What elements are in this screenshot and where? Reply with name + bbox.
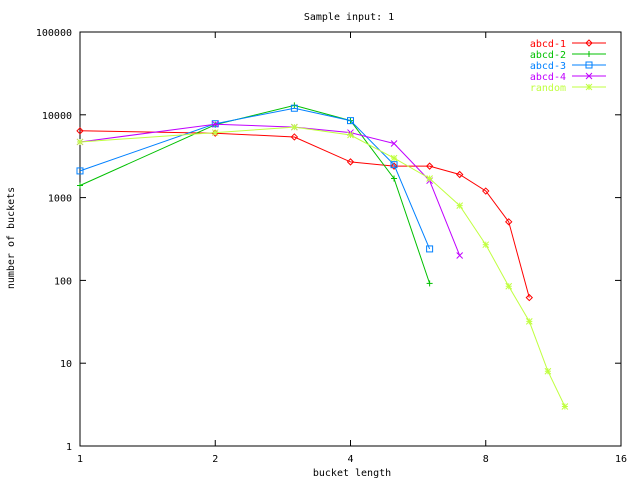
y-tick-label: 1 bbox=[66, 442, 72, 453]
data-point bbox=[390, 140, 398, 147]
legend-entry: abcd-4 bbox=[530, 72, 606, 83]
x-tick-label: 4 bbox=[347, 454, 353, 465]
data-point bbox=[586, 51, 592, 57]
series-line bbox=[79, 126, 566, 407]
data-point bbox=[505, 282, 513, 290]
data-point bbox=[456, 252, 464, 259]
data-point bbox=[455, 170, 464, 179]
y-tick-label: 10 bbox=[60, 359, 72, 370]
data-point bbox=[390, 154, 398, 162]
axis-ticks: 1 2 4 8 16 1 10 100 1000 10000 100000 bbox=[36, 28, 627, 465]
series-line bbox=[79, 107, 431, 250]
series-line bbox=[79, 104, 431, 284]
data-point bbox=[211, 129, 219, 136]
data-point bbox=[77, 182, 83, 189]
data-point bbox=[211, 120, 219, 128]
y-tick-label: 100 bbox=[54, 276, 72, 287]
data-point bbox=[391, 175, 398, 182]
data-point bbox=[482, 187, 490, 195]
plot-frame bbox=[79, 31, 622, 447]
legend-label: abcd-4 bbox=[530, 72, 566, 83]
x-tick-label: 2 bbox=[212, 454, 218, 465]
legend-label: abcd-1 bbox=[530, 39, 566, 50]
data-point bbox=[390, 161, 398, 169]
data-point bbox=[76, 167, 84, 175]
legend-entry: abcd-1 bbox=[530, 39, 606, 50]
data-point bbox=[456, 202, 464, 209]
data-point bbox=[347, 117, 354, 125]
data-point bbox=[346, 158, 355, 166]
series-layer bbox=[76, 102, 569, 410]
data-point bbox=[290, 104, 298, 112]
series-abcd-1 bbox=[76, 127, 533, 302]
data-point bbox=[291, 123, 298, 131]
data-point bbox=[290, 133, 299, 141]
legend-label: random bbox=[530, 83, 566, 94]
x-tick-label: 16 bbox=[615, 454, 627, 465]
x-axis-label: bucket length bbox=[313, 468, 391, 479]
y-axis-label: number of buckets bbox=[6, 187, 17, 289]
series-abcd-3 bbox=[76, 104, 434, 253]
data-point bbox=[347, 131, 354, 139]
series-line bbox=[79, 130, 530, 298]
legend-entry: abcd-3 bbox=[530, 61, 606, 72]
data-point bbox=[585, 72, 593, 80]
chart-title: Sample input: 1 bbox=[304, 12, 394, 23]
data-point bbox=[505, 218, 513, 226]
series-random bbox=[76, 123, 569, 410]
data-point bbox=[76, 138, 84, 146]
data-point bbox=[211, 120, 219, 128]
data-point bbox=[561, 403, 569, 410]
data-point bbox=[544, 367, 552, 375]
y-tick-label: 10000 bbox=[42, 111, 72, 122]
data-point bbox=[585, 61, 593, 69]
data-point bbox=[482, 241, 490, 249]
series-line bbox=[79, 123, 461, 256]
data-point bbox=[525, 293, 533, 302]
data-point bbox=[76, 127, 84, 135]
data-point bbox=[585, 39, 593, 47]
y-tick-label: 100000 bbox=[36, 28, 72, 39]
data-point bbox=[525, 318, 533, 325]
legend-label: abcd-3 bbox=[530, 61, 566, 72]
legend-label: abcd-2 bbox=[530, 50, 566, 61]
data-point bbox=[426, 245, 434, 253]
x-tick-label: 8 bbox=[483, 454, 489, 465]
legend-entry: abcd-2 bbox=[530, 50, 606, 61]
data-point bbox=[390, 162, 398, 170]
data-point bbox=[426, 280, 433, 287]
legend-entry: random bbox=[530, 83, 606, 94]
y-tick-label: 1000 bbox=[48, 194, 72, 205]
x-tick-label: 1 bbox=[77, 454, 83, 465]
data-point bbox=[585, 83, 593, 91]
data-point bbox=[426, 175, 433, 182]
data-point bbox=[425, 162, 434, 170]
